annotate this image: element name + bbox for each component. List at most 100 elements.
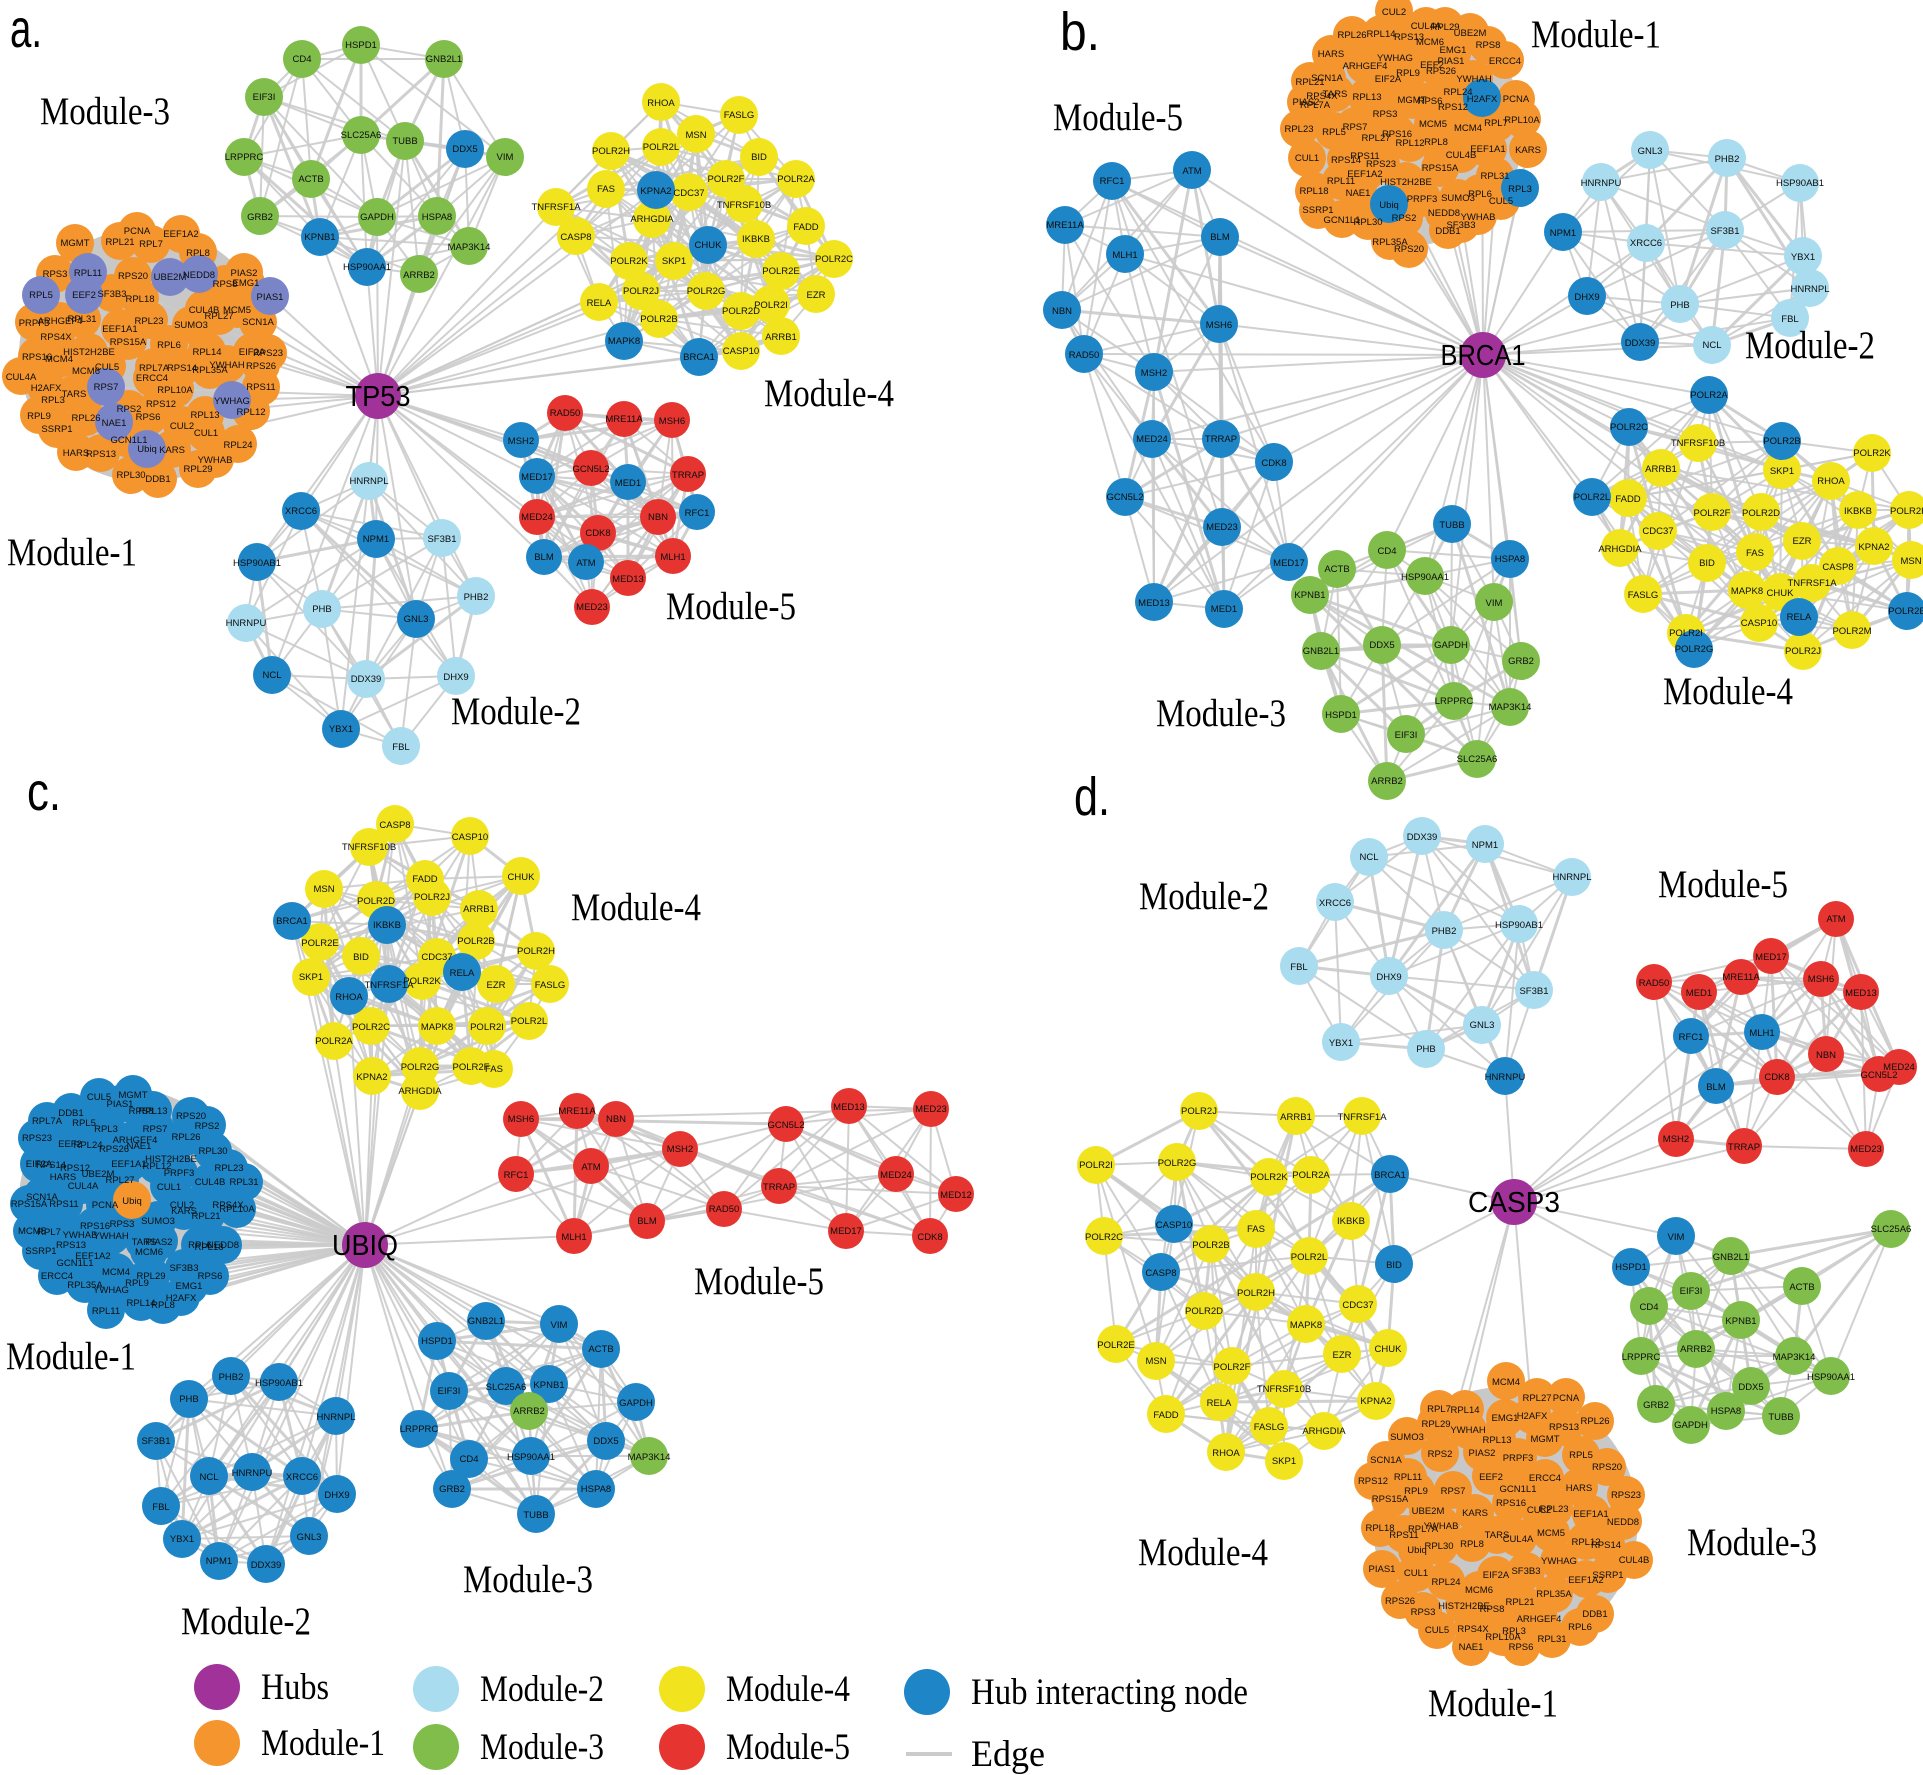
svg-text:RPS13: RPS13 xyxy=(1394,32,1424,43)
svg-text:CASP10: CASP10 xyxy=(452,832,488,843)
svg-text:PCNA: PCNA xyxy=(92,1200,119,1211)
svg-text:SUMO3: SUMO3 xyxy=(174,320,208,331)
svg-text:DDX39: DDX39 xyxy=(1625,338,1656,349)
svg-text:RPS6: RPS6 xyxy=(1418,96,1443,107)
svg-text:HARS: HARS xyxy=(50,1172,76,1183)
svg-text:NBN: NBN xyxy=(1816,1050,1836,1061)
svg-text:LRPPRC: LRPPRC xyxy=(225,152,264,163)
svg-text:FBL: FBL xyxy=(1781,314,1798,325)
svg-text:ARHGDIA: ARHGDIA xyxy=(630,214,674,225)
svg-text:RPL29: RPL29 xyxy=(183,464,212,475)
svg-text:GRB2: GRB2 xyxy=(1643,1400,1669,1411)
svg-text:SF3B3: SF3B3 xyxy=(1511,1566,1540,1577)
svg-text:CUL4A: CUL4A xyxy=(1503,1534,1534,1545)
svg-text:RPS7: RPS7 xyxy=(94,382,119,393)
svg-text:MAPK8: MAPK8 xyxy=(421,1022,453,1033)
svg-text:UBE2M: UBE2M xyxy=(82,1169,115,1180)
svg-text:POLR2L: POLR2L xyxy=(1574,492,1610,503)
svg-text:DDX39: DDX39 xyxy=(351,674,382,685)
svg-text:DDX5: DDX5 xyxy=(1369,640,1394,651)
svg-text:HSP90AA1: HSP90AA1 xyxy=(343,262,391,273)
svg-text:BID: BID xyxy=(353,952,369,963)
svg-text:RPS14: RPS14 xyxy=(1591,1540,1621,1551)
svg-text:RPL6: RPL6 xyxy=(188,1240,212,1251)
svg-text:CHUK: CHUK xyxy=(1767,588,1795,599)
svg-text:RPS15A: RPS15A xyxy=(1422,163,1459,174)
svg-text:RELA: RELA xyxy=(587,298,612,309)
svg-text:HNRNPU: HNRNPU xyxy=(232,1468,273,1479)
svg-text:LRPPRC: LRPPRC xyxy=(400,1424,439,1435)
svg-text:SF3B1: SF3B1 xyxy=(427,534,456,545)
svg-text:GNB2L1: GNB2L1 xyxy=(426,54,462,65)
svg-text:POLR2G: POLR2G xyxy=(1675,644,1714,655)
svg-text:POLR2G: POLR2G xyxy=(401,1062,440,1073)
svg-text:CUL4A: CUL4A xyxy=(1411,21,1442,32)
svg-text:HSP90AA1: HSP90AA1 xyxy=(507,1452,555,1463)
svg-text:YBX1: YBX1 xyxy=(329,724,353,735)
svg-text:MED24: MED24 xyxy=(1136,434,1168,445)
svg-text:Module-2: Module-2 xyxy=(1745,324,1875,367)
svg-text:MED1: MED1 xyxy=(615,478,641,489)
svg-text:HNRNPU: HNRNPU xyxy=(1485,1072,1526,1083)
svg-text:MRE11A: MRE11A xyxy=(605,414,643,425)
svg-text:XRCC6: XRCC6 xyxy=(286,1472,318,1483)
svg-text:NCL: NCL xyxy=(262,670,281,681)
svg-text:MED1: MED1 xyxy=(1211,604,1237,615)
svg-text:CHUK: CHUK xyxy=(508,872,536,883)
svg-text:HNRNPL: HNRNPL xyxy=(349,476,388,487)
svg-text:POLR2H: POLR2H xyxy=(1890,506,1923,517)
svg-text:RAD50: RAD50 xyxy=(1639,978,1670,989)
svg-text:MED23: MED23 xyxy=(915,1104,947,1115)
svg-text:EIF2A: EIF2A xyxy=(26,1159,53,1170)
svg-text:IKBKB: IKBKB xyxy=(1844,506,1872,517)
svg-text:POLR2J: POLR2J xyxy=(414,892,450,903)
svg-text:NPM1: NPM1 xyxy=(1550,228,1576,239)
svg-text:a.: a. xyxy=(10,0,42,59)
svg-text:HSPA8: HSPA8 xyxy=(1711,1406,1741,1417)
svg-text:RPL30: RPL30 xyxy=(1353,217,1382,228)
svg-text:YBX1: YBX1 xyxy=(1329,1038,1353,1049)
svg-text:MRE11A: MRE11A xyxy=(558,1106,596,1117)
svg-text:RPL26: RPL26 xyxy=(171,1132,200,1143)
svg-text:RPL3: RPL3 xyxy=(1508,184,1532,195)
svg-text:POLR2B: POLR2B xyxy=(1192,1240,1230,1251)
svg-text:POLR2K: POLR2K xyxy=(1250,1172,1288,1183)
svg-text:RELA: RELA xyxy=(1207,1398,1232,1409)
svg-text:RPL7A: RPL7A xyxy=(139,363,170,374)
svg-text:EIF3I: EIF3I xyxy=(438,1386,461,1397)
svg-text:RPL30: RPL30 xyxy=(198,1146,227,1157)
svg-text:RPS6: RPS6 xyxy=(198,1271,223,1282)
svg-text:SLC25A6: SLC25A6 xyxy=(486,1382,527,1393)
svg-text:RPL7: RPL7 xyxy=(37,1227,61,1238)
svg-text:RPL8: RPL8 xyxy=(1460,1539,1484,1550)
svg-text:CUL2: CUL2 xyxy=(1527,1505,1551,1516)
svg-text:TARS: TARS xyxy=(62,389,87,400)
svg-text:FBL: FBL xyxy=(1290,962,1307,973)
svg-text:SUMO3: SUMO3 xyxy=(1441,193,1475,204)
svg-text:RPL26: RPL26 xyxy=(1337,30,1366,41)
svg-text:RPL27: RPL27 xyxy=(204,311,233,322)
svg-text:BID: BID xyxy=(1699,558,1715,569)
svg-text:POLR2I: POLR2I xyxy=(1669,628,1703,639)
svg-text:MED17: MED17 xyxy=(1273,558,1305,569)
svg-text:MED13: MED13 xyxy=(833,1102,865,1113)
svg-text:RPL6: RPL6 xyxy=(1468,189,1492,200)
svg-text:SF3B3: SF3B3 xyxy=(97,289,126,300)
svg-text:EEF2: EEF2 xyxy=(1420,60,1444,71)
svg-text:PIAS1: PIAS1 xyxy=(1438,56,1465,67)
svg-text:Edge: Edge xyxy=(971,1734,1045,1775)
svg-text:POLR2L: POLR2L xyxy=(643,142,679,153)
svg-text:RPL27: RPL27 xyxy=(1361,133,1390,144)
svg-text:c.: c. xyxy=(27,762,61,822)
svg-text:EMG1: EMG1 xyxy=(176,1281,203,1292)
svg-text:POLR2B: POLR2B xyxy=(1763,436,1801,447)
svg-text:Module-2: Module-2 xyxy=(181,1600,311,1643)
svg-text:RPL3: RPL3 xyxy=(94,1124,118,1135)
svg-text:MAPK8: MAPK8 xyxy=(608,336,640,347)
svg-text:SKP1: SKP1 xyxy=(1272,1456,1296,1467)
svg-text:RFC1: RFC1 xyxy=(1100,176,1125,187)
svg-text:ARRB2: ARRB2 xyxy=(1371,776,1403,787)
svg-text:EEF1A2: EEF1A2 xyxy=(1347,169,1382,180)
svg-text:HARS: HARS xyxy=(1566,1483,1592,1494)
svg-text:MSH2: MSH2 xyxy=(1663,1134,1689,1145)
